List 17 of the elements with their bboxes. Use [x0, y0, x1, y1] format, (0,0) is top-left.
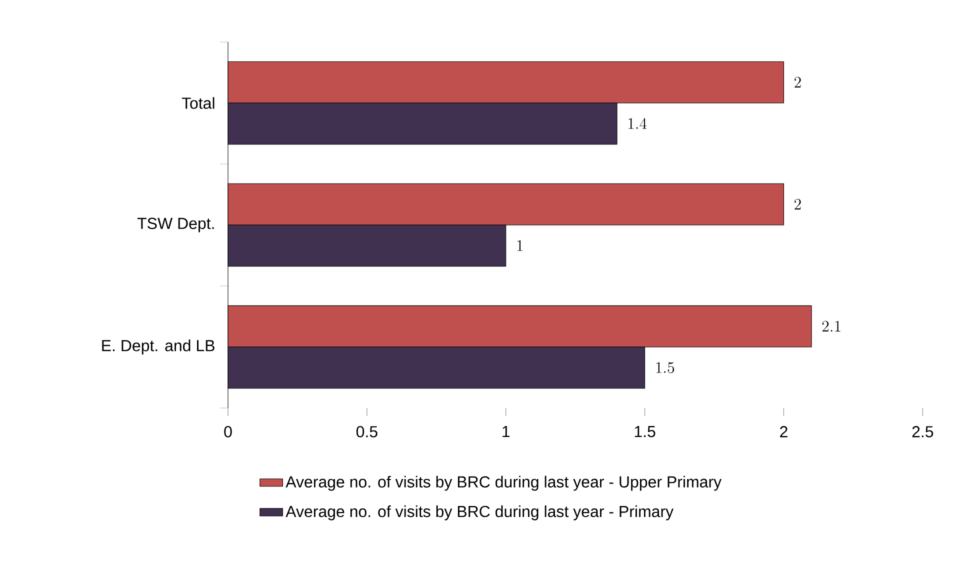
- x-tick-label: 1: [502, 426, 510, 438]
- data-label: 2: [794, 76, 801, 88]
- data-label: 1: [517, 240, 522, 251]
- data-label: 2: [794, 198, 801, 210]
- x-tick-label: 0.5: [356, 426, 378, 438]
- x-tick-label: 1.5: [634, 426, 656, 438]
- y-tick-label: TSW Dept.: [137, 218, 214, 232]
- x-tick-label: 0: [224, 426, 232, 438]
- x-tick-label: 2: [780, 426, 788, 438]
- legend-label: Average no. of visits by BRC during last year - Primary: [286, 505, 674, 520]
- data-label: 1 .5: [656, 362, 674, 374]
- data-label: 2. 1: [822, 320, 840, 332]
- legend-label: Average no. of visits by BRC during last year - Upper Primary: [286, 476, 722, 491]
- x-tick-label: 2.5: [912, 426, 934, 438]
- y-tick-label: Total: [182, 97, 214, 109]
- data-label: 1 .4: [628, 118, 647, 129]
- y-tick-label: E. Dept. and LB: [102, 340, 214, 354]
